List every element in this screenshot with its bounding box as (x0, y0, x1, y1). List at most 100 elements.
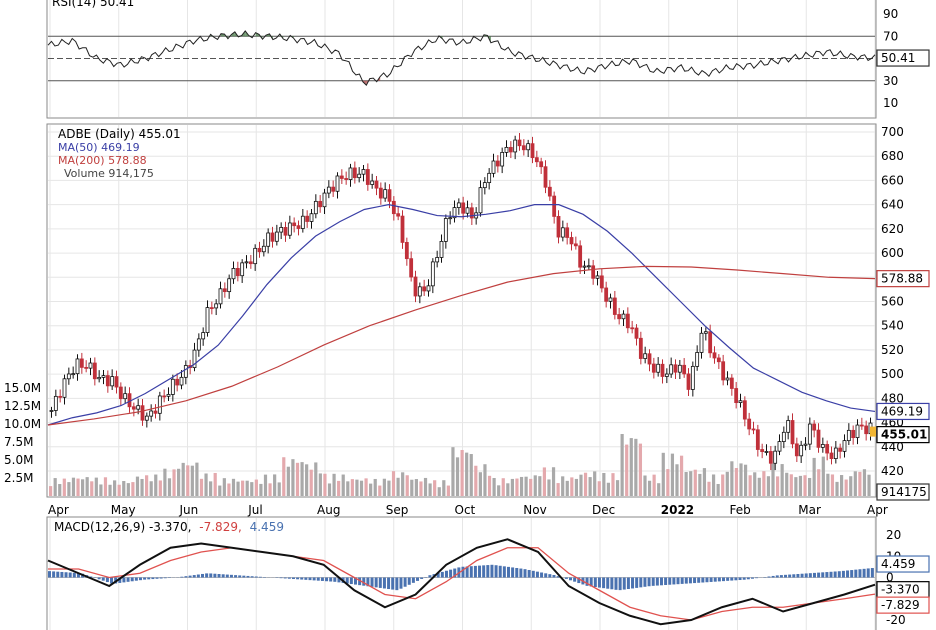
candle-body (257, 247, 262, 253)
x-tick: Apr (48, 503, 69, 517)
candle-body (465, 207, 470, 214)
volume-bar (460, 449, 464, 496)
volume-bar (172, 469, 176, 496)
macd-histogram-bar (870, 568, 874, 578)
volume-bar (433, 480, 437, 496)
volume-bar (131, 482, 135, 496)
macd-histogram-bar (635, 577, 639, 588)
candle-body (136, 405, 141, 410)
volume-bar (76, 478, 80, 496)
macd-histogram-bar (672, 577, 676, 585)
candle-body (296, 225, 301, 229)
candle-body (825, 444, 830, 454)
volume-bar (611, 473, 615, 496)
candle-body (508, 146, 513, 153)
candle-body (144, 415, 149, 421)
macd-signal-badge: -7.829 (876, 596, 930, 614)
macd-histogram-bar (444, 570, 448, 578)
volume-bar (620, 434, 624, 496)
macd-histogram-bar (668, 577, 672, 585)
macd-histogram-bar (221, 574, 225, 578)
volume-tick: 15.0M (4, 381, 41, 395)
macd-histogram-bar (246, 575, 250, 578)
candle-body (495, 160, 500, 167)
macd-histogram-bar (382, 577, 386, 589)
candle-body (621, 313, 626, 320)
macd-histogram-bar (370, 577, 374, 587)
gridlines (48, 0, 876, 630)
volume-bar (492, 478, 496, 496)
macd-histogram-bar (717, 577, 721, 582)
volume-bar (798, 475, 803, 496)
candle-body (721, 361, 726, 381)
macd-histogram-bar (569, 577, 573, 581)
macd-histogram-bar (502, 566, 506, 578)
candle-body (820, 444, 825, 448)
candle-body (742, 400, 747, 420)
macd-histogram-bar (494, 565, 498, 578)
macd-histogram-bar (329, 577, 333, 582)
volume-bar (428, 483, 432, 496)
volume-bar (204, 473, 208, 496)
macd-histogram-bar (713, 577, 717, 582)
macd-histogram-bar (180, 576, 184, 578)
volume-bar (547, 479, 551, 496)
volume-legend: Volume 914,175 (64, 167, 154, 180)
macd-histogram-bar (647, 577, 651, 587)
ma50-badge: 469.19 (876, 402, 930, 421)
macd-histogram-bar (391, 577, 395, 590)
candle-body (383, 189, 388, 199)
macd-histogram-bar (279, 577, 283, 579)
rsi-badge-text: 50.41 (881, 51, 915, 65)
macd-histogram-bar (366, 577, 370, 587)
candle-body (833, 447, 838, 459)
macd-histogram-bar (48, 571, 51, 578)
volume-bar (588, 477, 592, 496)
candle-body (656, 363, 661, 373)
volume-bar (506, 483, 510, 496)
macd-histogram-bar (163, 577, 167, 579)
candle-body (292, 222, 297, 227)
candle-body (227, 278, 232, 293)
volume-tick: 7.5M (4, 435, 33, 449)
volume-bar (213, 472, 217, 496)
macd-histogram-bar (213, 573, 217, 578)
macd-histogram-bar (602, 577, 606, 589)
candle-body (677, 364, 682, 373)
candle-body (149, 410, 154, 417)
macd-histogram-bar (825, 572, 829, 578)
last-price-badge-text: 455.01 (881, 428, 927, 442)
rsi-tick: 10 (883, 96, 898, 110)
volume-bar (625, 444, 629, 496)
macd-histogram-bar (796, 573, 800, 578)
price-tick: 420 (881, 464, 904, 478)
candle-body (504, 146, 509, 153)
volume-bar (803, 475, 807, 496)
candle-body (370, 180, 375, 185)
rsi-tick: 90 (883, 7, 898, 21)
volume-bar (186, 465, 190, 496)
volume-tick: 10.0M (4, 417, 41, 431)
candle-body (391, 200, 396, 215)
macd-histogram-bar (387, 577, 391, 590)
candle-body (97, 377, 102, 380)
x-tick: Nov (523, 503, 546, 517)
macd-histogram-bar (238, 575, 242, 578)
volume-bar (615, 480, 620, 496)
macd-histogram-bar (358, 577, 362, 586)
volume-bar (126, 483, 130, 496)
macd-histogram-bar (833, 571, 837, 578)
volume-bar (359, 480, 364, 496)
macd-histogram-bar (122, 577, 126, 583)
candle-body (452, 207, 457, 219)
price-tick: 500 (881, 367, 904, 381)
candle-body (79, 358, 84, 368)
macd-histogram-bar (283, 577, 287, 579)
candle-body (365, 169, 370, 185)
macd-histogram-bar (688, 577, 692, 584)
volume-bar (195, 462, 199, 496)
candle-body (712, 352, 717, 359)
macd-histogram-bar (659, 577, 663, 586)
last-price-badge-box (876, 426, 930, 444)
candle-body (812, 423, 817, 431)
